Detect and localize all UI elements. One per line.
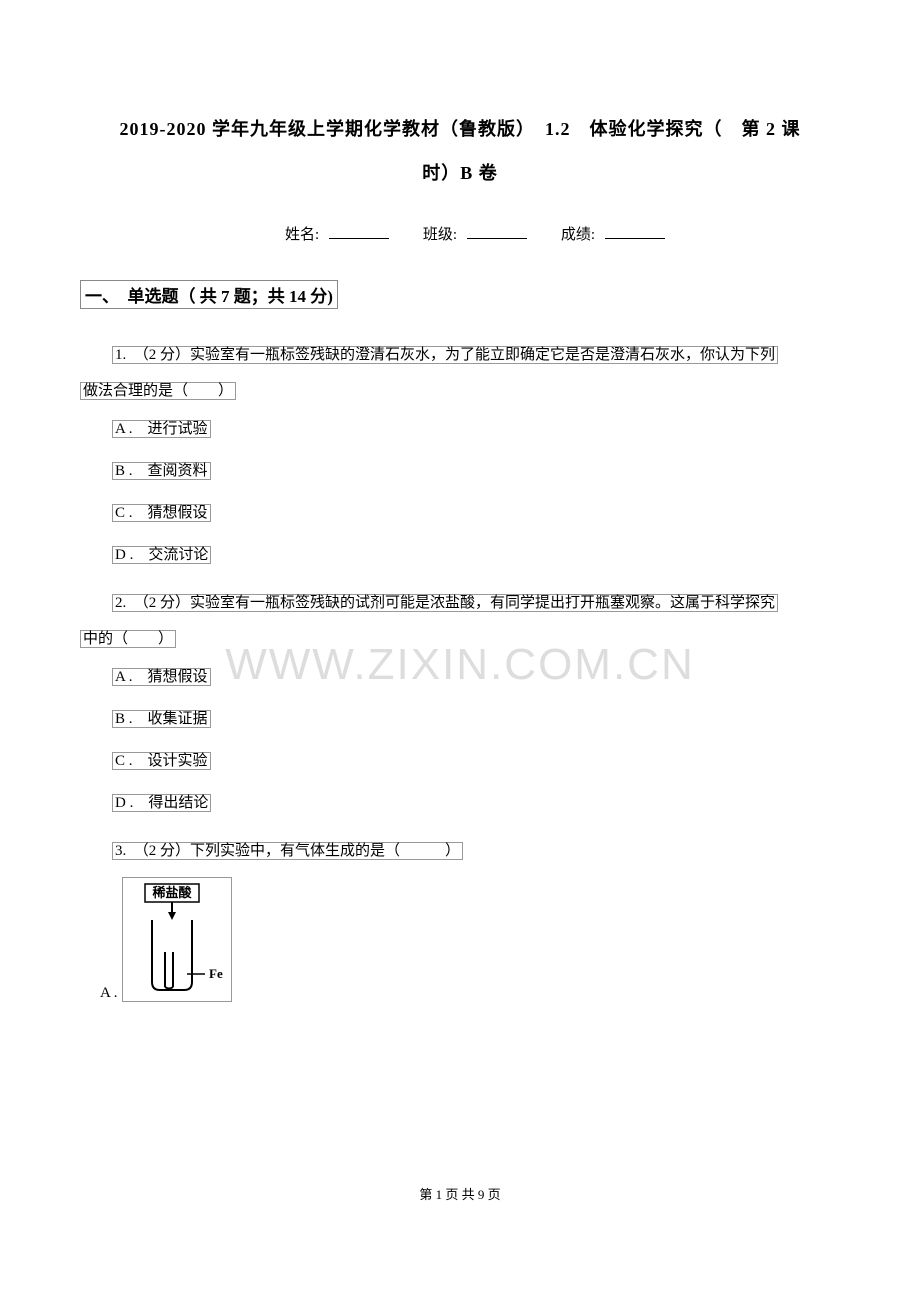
score-blank [605, 225, 665, 239]
q1-option-b: B . 查阅资料 [80, 459, 840, 483]
q2-opt-a-text: 猜想假设 [148, 669, 208, 685]
q2-opt-d-text: 得出结论 [148, 795, 208, 811]
q2-option-b: B . 收集证据 [80, 707, 840, 731]
page-footer: 第 1 页 共 9 页 [0, 1184, 920, 1203]
diagram-side-label: Fe [209, 966, 223, 981]
title-line-2: 时）B 卷 [80, 159, 840, 185]
q3-option-a-container: A . 稀盐酸 Fe [80, 877, 840, 1002]
question-3: 3. （2 分）下列实验中，有气体生成的是（ ） [80, 833, 840, 869]
q2-opt-d-letter: D . [115, 795, 133, 811]
question-2: 2. （2 分）实验室有一瓶标签残缺的试剂可能是浓盐酸，有同学提出打开瓶塞观察。… [80, 585, 840, 657]
q2-stem-part1: 2. （2 分）实验室有一瓶标签残缺的试剂可能是浓盐酸，有同学提出打开瓶塞观察。… [112, 594, 778, 612]
q1-opt-c-text: 猜想假设 [148, 505, 208, 521]
q1-opt-b-letter: B . [115, 463, 133, 479]
q2-stem-part2: 中的（ ） [80, 630, 176, 648]
q2-opt-b-letter: B . [115, 711, 133, 727]
q1-opt-b-text: 查阅资料 [148, 463, 208, 479]
q2-opt-c-letter: C . [115, 753, 133, 769]
q2-opt-b-text: 收集证据 [148, 711, 208, 727]
q2-opt-c-text: 设计实验 [148, 753, 208, 769]
score-label: 成绩: [561, 227, 595, 243]
class-blank [467, 225, 527, 239]
experiment-diagram: 稀盐酸 Fe [122, 877, 232, 1002]
q1-option-c: C . 猜想假设 [80, 501, 840, 525]
q1-opt-c-letter: C . [115, 505, 133, 521]
section-1-header: 一、 单选题（ 共 7 题；共 14 分) [80, 280, 338, 309]
q1-opt-a-letter: A . [115, 421, 133, 437]
q1-opt-a-text: 进行试验 [148, 421, 208, 437]
q2-opt-a-letter: A . [115, 669, 133, 685]
q2-option-c: C . 设计实验 [80, 749, 840, 773]
name-blank [329, 225, 389, 239]
q2-option-a: A . 猜想假设 [80, 665, 840, 689]
student-info-line: 姓名: 班级: 成绩: [80, 223, 840, 244]
q3-opt-a-letter: A . [100, 985, 118, 1001]
class-label: 班级: [423, 227, 457, 243]
name-label: 姓名: [285, 227, 319, 243]
q3-stem: 3. （2 分）下列实验中，有气体生成的是（ ） [112, 842, 463, 860]
q1-stem-part1: 1. （2 分）实验室有一瓶标签残缺的澄清石灰水，为了能立即确定它是否是澄清石灰… [112, 346, 778, 364]
q1-opt-d-text: 交流讨论 [148, 547, 208, 563]
diagram-top-label: 稀盐酸 [152, 885, 192, 900]
title-line-1: 2019-2020 学年九年级上学期化学教材（鲁教版） 1.2 体验化学探究（ … [80, 115, 840, 141]
q1-option-d: D . 交流讨论 [80, 543, 840, 567]
q1-stem-part2: 做法合理的是（ ） [80, 382, 236, 400]
question-1: 1. （2 分）实验室有一瓶标签残缺的澄清石灰水，为了能立即确定它是否是澄清石灰… [80, 337, 840, 409]
q2-option-d: D . 得出结论 [80, 791, 840, 815]
q1-opt-d-letter: D . [115, 547, 133, 563]
q1-option-a: A . 进行试验 [80, 417, 840, 441]
